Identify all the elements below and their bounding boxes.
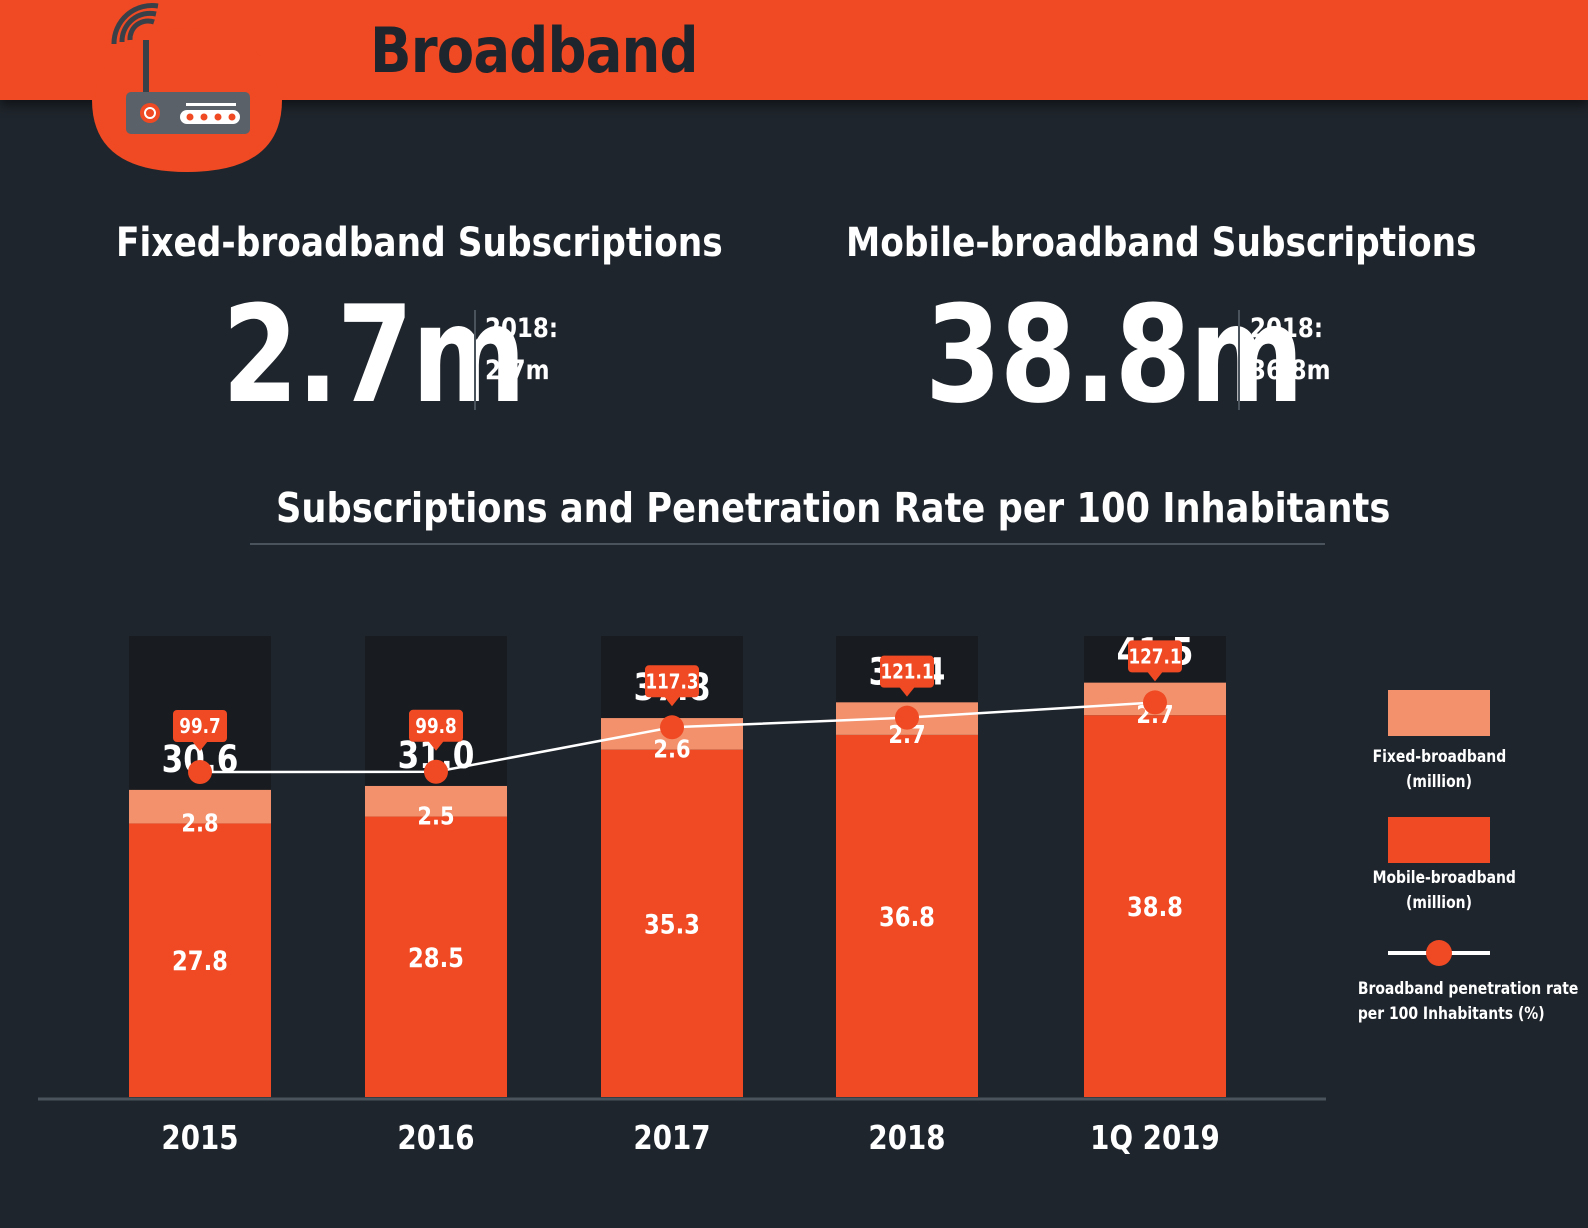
penetration-callout-pointer (192, 741, 208, 751)
label-mobile-value: 35.3 (644, 908, 700, 939)
chart-title-divider (250, 543, 1325, 545)
penetration-callout (645, 665, 699, 698)
penetration-callout-pointer (428, 740, 444, 751)
label-mobile-value: 28.5 (408, 942, 464, 973)
bar-mobile (601, 749, 743, 1097)
bar-mobile (365, 816, 507, 1097)
kpi-mobile-prev-value: 36.8m (1250, 355, 1331, 386)
penetration-point (660, 715, 684, 740)
penetration-value-label: 99.7 (179, 716, 220, 739)
x-tick-label: 2015 (161, 1120, 238, 1158)
penetration-point (424, 759, 448, 784)
label-mobile-value: 27.8 (172, 945, 228, 976)
penetration-value-label: 127.1 (1128, 646, 1181, 669)
legend-fixed-label-line1: Fixed-broadband (1372, 747, 1507, 767)
bar-fixed (129, 789, 271, 824)
penetration-callout (173, 710, 227, 742)
x-tick-label: 1Q 2019 (1090, 1120, 1220, 1158)
chart-title: Subscriptions and Penetration Rate per 1… (276, 484, 1391, 532)
kpi-mobile-value: 38.8m (925, 277, 1304, 433)
legend-mobile-label: Mobile-broadband (million) (1372, 866, 1516, 916)
kpi-fixed-prev-value: 2.7m (485, 355, 550, 386)
legend-line-marker-icon (1388, 940, 1490, 966)
bar-mobile (129, 823, 271, 1097)
label-mobile-value: 36.8 (879, 901, 935, 932)
legend-mobile-label-line1: Mobile-broadband (1372, 868, 1516, 888)
penetration-value-label: 117.3 (645, 671, 698, 694)
legend-mobile-swatch (1388, 817, 1490, 863)
kpi-mobile-prev-label: 2018: (1250, 313, 1324, 344)
label-fixed-value: 2.6 (653, 736, 690, 764)
kpi-mobile-title: Mobile-broadband Subscriptions (846, 220, 1477, 266)
kpi-mobile-divider (1238, 310, 1240, 410)
legend-mobile-label-line2: (million) (1406, 893, 1472, 913)
bar-mobile (836, 734, 978, 1097)
kpi-mobile-previous: 2018: 36.8m (1250, 308, 1331, 392)
legend-fixed-label-line2: (million) (1406, 772, 1472, 792)
legend-penetration-label: Broadband penetration rate per 100 Inhab… (1357, 977, 1579, 1027)
router-icon (92, 0, 282, 172)
label-mobile-value: 38.8 (1127, 891, 1183, 922)
label-fixed-value: 2.5 (417, 803, 454, 831)
x-tick-label: 2016 (397, 1120, 474, 1158)
penetration-point (188, 760, 212, 784)
legend-fixed-label: Fixed-broadband (million) (1372, 745, 1507, 795)
penetration-point (895, 705, 919, 730)
legend-penetration-label-line1: Broadband penetration rate (1357, 979, 1579, 999)
penetration-point (1143, 690, 1167, 715)
kpi-fixed-prev-label: 2018: (485, 313, 559, 344)
penetration-callout (880, 655, 934, 688)
penetration-callout-pointer (664, 696, 680, 707)
kpi-fixed-divider (474, 310, 476, 410)
penetration-callout-pointer (899, 686, 915, 697)
bar-fixed (365, 785, 507, 817)
page-title: Broadband (370, 14, 699, 87)
penetration-callout (409, 709, 463, 742)
x-tick-label: 2017 (633, 1120, 710, 1158)
kpi-fixed-previous: 2018: 2.7m (485, 308, 558, 392)
kpi-fixed-title: Fixed-broadband Subscriptions (116, 220, 723, 266)
kpi-fixed-value: 2.7m (222, 277, 526, 433)
stacked-bar-chart: 27.82.830.6201528.52.531.0201635.32.637.… (38, 631, 1326, 1158)
penetration-value-label: 121.1 (880, 661, 933, 684)
penetration-callout-pointer (1147, 671, 1163, 682)
legend-fixed-swatch (1388, 690, 1490, 736)
x-tick-label: 2018 (868, 1120, 945, 1158)
bar-mobile (1084, 715, 1226, 1097)
penetration-callout (1128, 640, 1182, 673)
label-fixed-value: 2.8 (181, 810, 218, 838)
penetration-value-label: 99.8 (415, 715, 456, 738)
legend-penetration-label-line2: per 100 Inhabitants (%) (1357, 1004, 1545, 1024)
